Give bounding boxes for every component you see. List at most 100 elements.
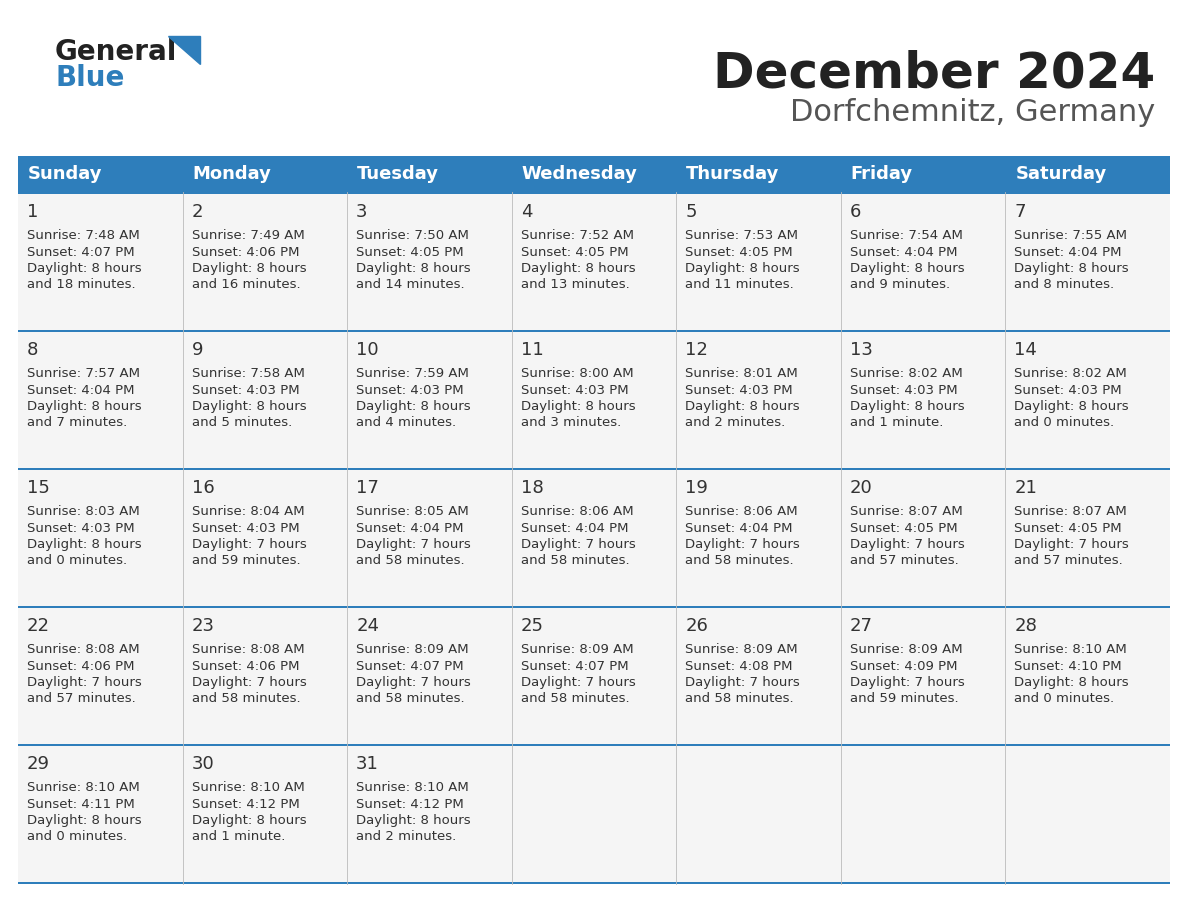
Text: Daylight: 8 hours: Daylight: 8 hours [27,814,141,827]
Text: 1: 1 [27,203,38,221]
Bar [841,470,1005,606]
Bar [512,194,676,330]
Text: Dorfchemnitz, Germany: Dorfchemnitz, Germany [790,98,1155,127]
Text: 7: 7 [1015,203,1026,221]
Text: and 58 minutes.: and 58 minutes. [685,692,794,706]
Text: Sunset: 4:05 PM: Sunset: 4:05 PM [356,245,463,259]
Text: 13: 13 [849,341,873,359]
Text: Sunrise: 7:55 AM: Sunrise: 7:55 AM [1015,229,1127,242]
Bar [183,332,347,468]
Text: Daylight: 8 hours: Daylight: 8 hours [685,400,800,413]
Text: and 1 minute.: and 1 minute. [191,831,285,844]
Bar [347,608,512,744]
Bar [676,608,841,744]
Bar [183,470,347,606]
Text: Sunset: 4:03 PM: Sunset: 4:03 PM [849,384,958,397]
Text: 30: 30 [191,755,214,773]
Text: and 57 minutes.: and 57 minutes. [1015,554,1123,567]
Text: Daylight: 8 hours: Daylight: 8 hours [849,262,965,275]
Text: and 2 minutes.: and 2 minutes. [356,831,456,844]
Text: and 58 minutes.: and 58 minutes. [685,554,794,567]
Text: Sunrise: 7:57 AM: Sunrise: 7:57 AM [27,367,140,380]
Text: Sunrise: 7:54 AM: Sunrise: 7:54 AM [849,229,962,242]
Text: 21: 21 [1015,479,1037,497]
Text: 20: 20 [849,479,873,497]
Text: and 18 minutes.: and 18 minutes. [27,278,135,292]
Text: 5: 5 [685,203,697,221]
Text: 12: 12 [685,341,708,359]
Text: Sunrise: 7:50 AM: Sunrise: 7:50 AM [356,229,469,242]
Text: Sunset: 4:09 PM: Sunset: 4:09 PM [849,659,958,673]
Text: 31: 31 [356,755,379,773]
Text: Sunrise: 8:02 AM: Sunrise: 8:02 AM [849,367,962,380]
Text: Sunset: 4:05 PM: Sunset: 4:05 PM [685,245,792,259]
Bar [1005,332,1170,468]
Text: 14: 14 [1015,341,1037,359]
Bar [183,608,347,744]
Text: Thursday: Thursday [687,165,779,183]
Text: Daylight: 8 hours: Daylight: 8 hours [1015,400,1129,413]
Bar [841,194,1005,330]
Text: Sunrise: 7:53 AM: Sunrise: 7:53 AM [685,229,798,242]
Text: and 0 minutes.: and 0 minutes. [1015,692,1114,706]
Text: 8: 8 [27,341,38,359]
Text: 22: 22 [27,617,50,635]
Text: and 58 minutes.: and 58 minutes. [520,554,630,567]
Text: 24: 24 [356,617,379,635]
Text: Sunset: 4:05 PM: Sunset: 4:05 PM [849,521,958,534]
Bar [18,468,1170,470]
Bar [347,746,512,882]
Polygon shape [168,36,200,64]
Text: Sunrise: 8:04 AM: Sunrise: 8:04 AM [191,505,304,518]
Text: Sunrise: 8:08 AM: Sunrise: 8:08 AM [27,643,140,656]
Text: Sunset: 4:07 PM: Sunset: 4:07 PM [520,659,628,673]
Text: and 16 minutes.: and 16 minutes. [191,278,301,292]
Text: and 7 minutes.: and 7 minutes. [27,417,127,430]
Text: Sunset: 4:03 PM: Sunset: 4:03 PM [191,384,299,397]
Text: Sunset: 4:04 PM: Sunset: 4:04 PM [685,521,792,534]
Bar [18,470,183,606]
Text: Daylight: 8 hours: Daylight: 8 hours [685,262,800,275]
Text: and 58 minutes.: and 58 minutes. [520,692,630,706]
Text: Sunrise: 7:48 AM: Sunrise: 7:48 AM [27,229,140,242]
Text: Daylight: 8 hours: Daylight: 8 hours [27,400,141,413]
Text: Sunrise: 8:08 AM: Sunrise: 8:08 AM [191,643,304,656]
Text: Sunset: 4:11 PM: Sunset: 4:11 PM [27,798,134,811]
Bar [512,332,676,468]
Text: 29: 29 [27,755,50,773]
Text: 11: 11 [520,341,543,359]
Bar [676,746,841,882]
Text: Daylight: 8 hours: Daylight: 8 hours [849,400,965,413]
Text: Sunday: Sunday [29,165,102,183]
Bar [347,332,512,468]
Text: 15: 15 [27,479,50,497]
Bar [183,746,347,882]
Text: 25: 25 [520,617,544,635]
Text: and 59 minutes.: and 59 minutes. [849,692,959,706]
Text: and 9 minutes.: and 9 minutes. [849,278,950,292]
Bar [18,332,183,468]
Text: Sunrise: 8:10 AM: Sunrise: 8:10 AM [27,781,140,794]
Text: 2: 2 [191,203,203,221]
Text: 9: 9 [191,341,203,359]
Text: Sunrise: 8:09 AM: Sunrise: 8:09 AM [685,643,798,656]
Text: General: General [55,38,177,66]
Bar [841,608,1005,744]
Bar [18,746,183,882]
Text: Sunrise: 8:03 AM: Sunrise: 8:03 AM [27,505,140,518]
Bar [1005,470,1170,606]
Bar [347,470,512,606]
Text: Daylight: 7 hours: Daylight: 7 hours [356,538,470,551]
Text: Sunset: 4:03 PM: Sunset: 4:03 PM [685,384,792,397]
Text: and 57 minutes.: and 57 minutes. [849,554,959,567]
Text: Monday: Monday [192,165,271,183]
Bar [676,332,841,468]
Bar [18,330,1170,332]
Text: Daylight: 7 hours: Daylight: 7 hours [1015,538,1129,551]
Text: Sunset: 4:03 PM: Sunset: 4:03 PM [1015,384,1121,397]
Text: 16: 16 [191,479,214,497]
Text: Saturday: Saturday [1016,165,1107,183]
Text: Daylight: 7 hours: Daylight: 7 hours [520,538,636,551]
Text: Daylight: 7 hours: Daylight: 7 hours [191,676,307,689]
Text: and 0 minutes.: and 0 minutes. [1015,417,1114,430]
